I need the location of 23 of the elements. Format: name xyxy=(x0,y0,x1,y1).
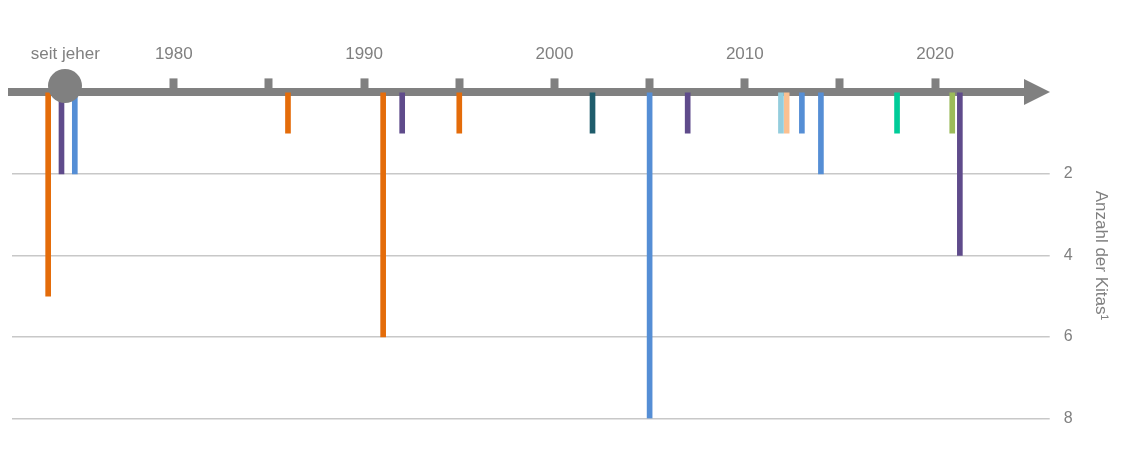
x-tick-label: seit jeher xyxy=(30,43,101,63)
x-tick-label: 2010 xyxy=(725,43,764,63)
bar xyxy=(778,92,784,134)
x-tick-label: 1990 xyxy=(345,43,384,63)
bar xyxy=(285,92,291,134)
y-tick-label: 6 xyxy=(1063,327,1073,345)
bar xyxy=(45,92,51,297)
bar xyxy=(684,92,691,134)
bar xyxy=(894,92,900,134)
x-tick-label: 2000 xyxy=(535,43,574,63)
x-tick-label: 1980 xyxy=(154,43,193,63)
y-axis-title: Anzahl der Kitas¹ xyxy=(1092,190,1112,321)
bar xyxy=(799,92,805,134)
bar xyxy=(456,92,463,134)
y-tick-label: 8 xyxy=(1063,408,1073,426)
bar xyxy=(399,92,406,134)
x-tick-label: 2020 xyxy=(916,43,955,63)
bar xyxy=(949,92,956,134)
bar xyxy=(957,92,963,256)
y-tick-label: 2 xyxy=(1063,164,1073,182)
y-tick-label: 4 xyxy=(1063,245,1073,263)
bar xyxy=(380,92,386,338)
bar xyxy=(818,92,824,175)
